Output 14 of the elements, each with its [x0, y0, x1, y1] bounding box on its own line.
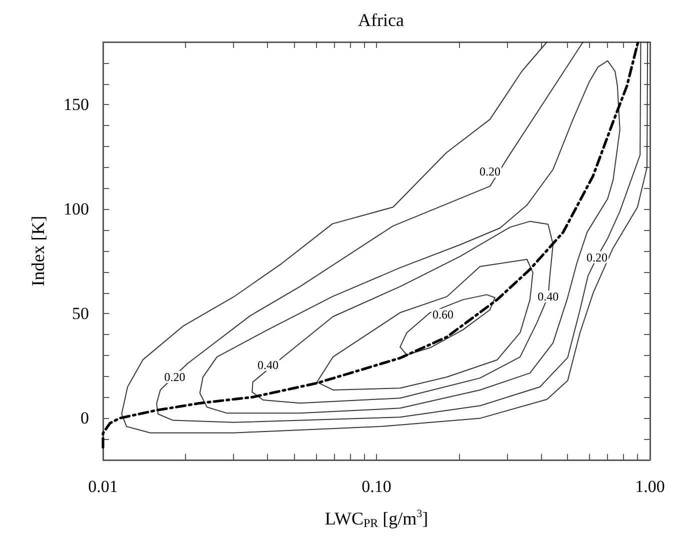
- chart-title: Africa: [358, 10, 404, 30]
- y-axis-title: Index [K]: [28, 216, 48, 286]
- y-tick-label: 0: [80, 408, 89, 428]
- annotation: 0.40: [538, 290, 559, 304]
- annotation: 0.20: [479, 164, 500, 179]
- annotation: 0.40: [257, 358, 278, 372]
- y-tick-label: 50: [72, 304, 89, 324]
- x-tick-label: 0.01: [88, 477, 118, 496]
- annotation: 0.20: [164, 370, 186, 384]
- y-tick-label: 100: [64, 200, 89, 219]
- x-tick-label: 1.00: [635, 477, 665, 496]
- annotation: 0.60: [432, 308, 454, 322]
- x-tick-label: 0.10: [362, 477, 392, 496]
- y-tick-label: 150: [64, 95, 89, 114]
